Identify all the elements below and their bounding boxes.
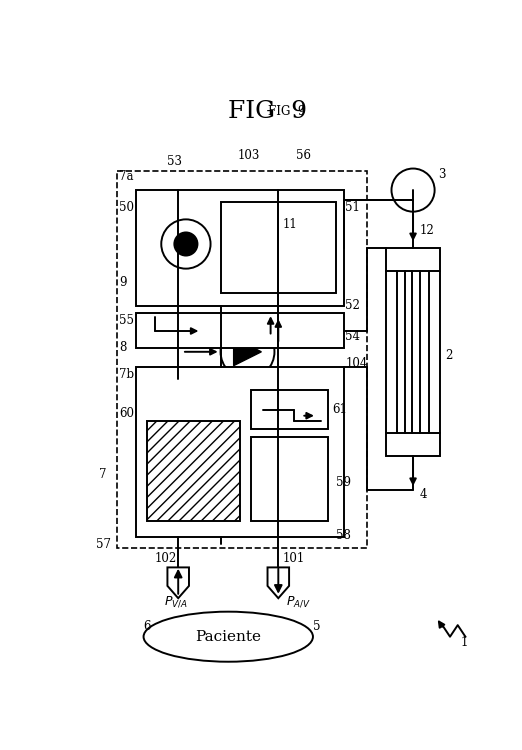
Text: 8: 8 <box>119 341 126 355</box>
Polygon shape <box>168 568 189 598</box>
Text: 1: 1 <box>461 636 468 650</box>
Text: 12: 12 <box>419 224 434 237</box>
Polygon shape <box>234 338 262 366</box>
Circle shape <box>174 232 197 256</box>
Text: 58: 58 <box>336 529 351 542</box>
Bar <box>136 314 344 348</box>
Text: 61: 61 <box>332 403 347 416</box>
Text: 104: 104 <box>345 357 367 370</box>
Text: 101: 101 <box>282 552 304 565</box>
Text: 9: 9 <box>119 276 126 289</box>
Text: Paciente: Paciente <box>195 630 261 644</box>
Text: 7b: 7b <box>119 368 134 382</box>
Text: 52: 52 <box>345 299 360 312</box>
Text: 59: 59 <box>336 476 351 489</box>
Text: FIG  9: FIG 9 <box>267 105 305 118</box>
Text: 5: 5 <box>313 620 321 633</box>
Text: 57: 57 <box>96 538 111 550</box>
Polygon shape <box>267 568 289 598</box>
Text: 11: 11 <box>282 218 297 231</box>
Bar <box>386 433 440 456</box>
Text: 103: 103 <box>238 149 260 162</box>
Text: $P_{V/A}$: $P_{V/A}$ <box>164 595 188 610</box>
Bar <box>252 390 328 429</box>
Text: 50: 50 <box>119 200 134 214</box>
Text: 55: 55 <box>119 314 134 328</box>
Bar <box>116 171 367 548</box>
Bar <box>147 421 240 521</box>
Circle shape <box>392 169 435 211</box>
Text: 53: 53 <box>167 155 182 168</box>
Circle shape <box>161 219 210 268</box>
Text: 56: 56 <box>296 149 311 162</box>
Text: 60: 60 <box>119 407 134 420</box>
Bar <box>252 436 328 521</box>
Text: 6: 6 <box>144 620 151 633</box>
Bar <box>221 202 336 292</box>
Bar <box>136 368 344 536</box>
Text: $P_{A/V}$: $P_{A/V}$ <box>286 595 311 610</box>
Text: 51: 51 <box>345 200 360 214</box>
Text: 3: 3 <box>437 168 445 182</box>
Text: 7: 7 <box>99 469 106 482</box>
Bar <box>136 190 344 305</box>
Text: 7a: 7a <box>119 170 134 183</box>
Text: 54: 54 <box>345 330 360 343</box>
Text: 4: 4 <box>419 488 426 501</box>
Ellipse shape <box>144 612 313 662</box>
Text: FIG  9: FIG 9 <box>228 100 307 123</box>
Text: 102: 102 <box>155 552 177 565</box>
Circle shape <box>221 325 275 379</box>
Bar <box>386 248 440 271</box>
Text: 2: 2 <box>445 350 453 362</box>
